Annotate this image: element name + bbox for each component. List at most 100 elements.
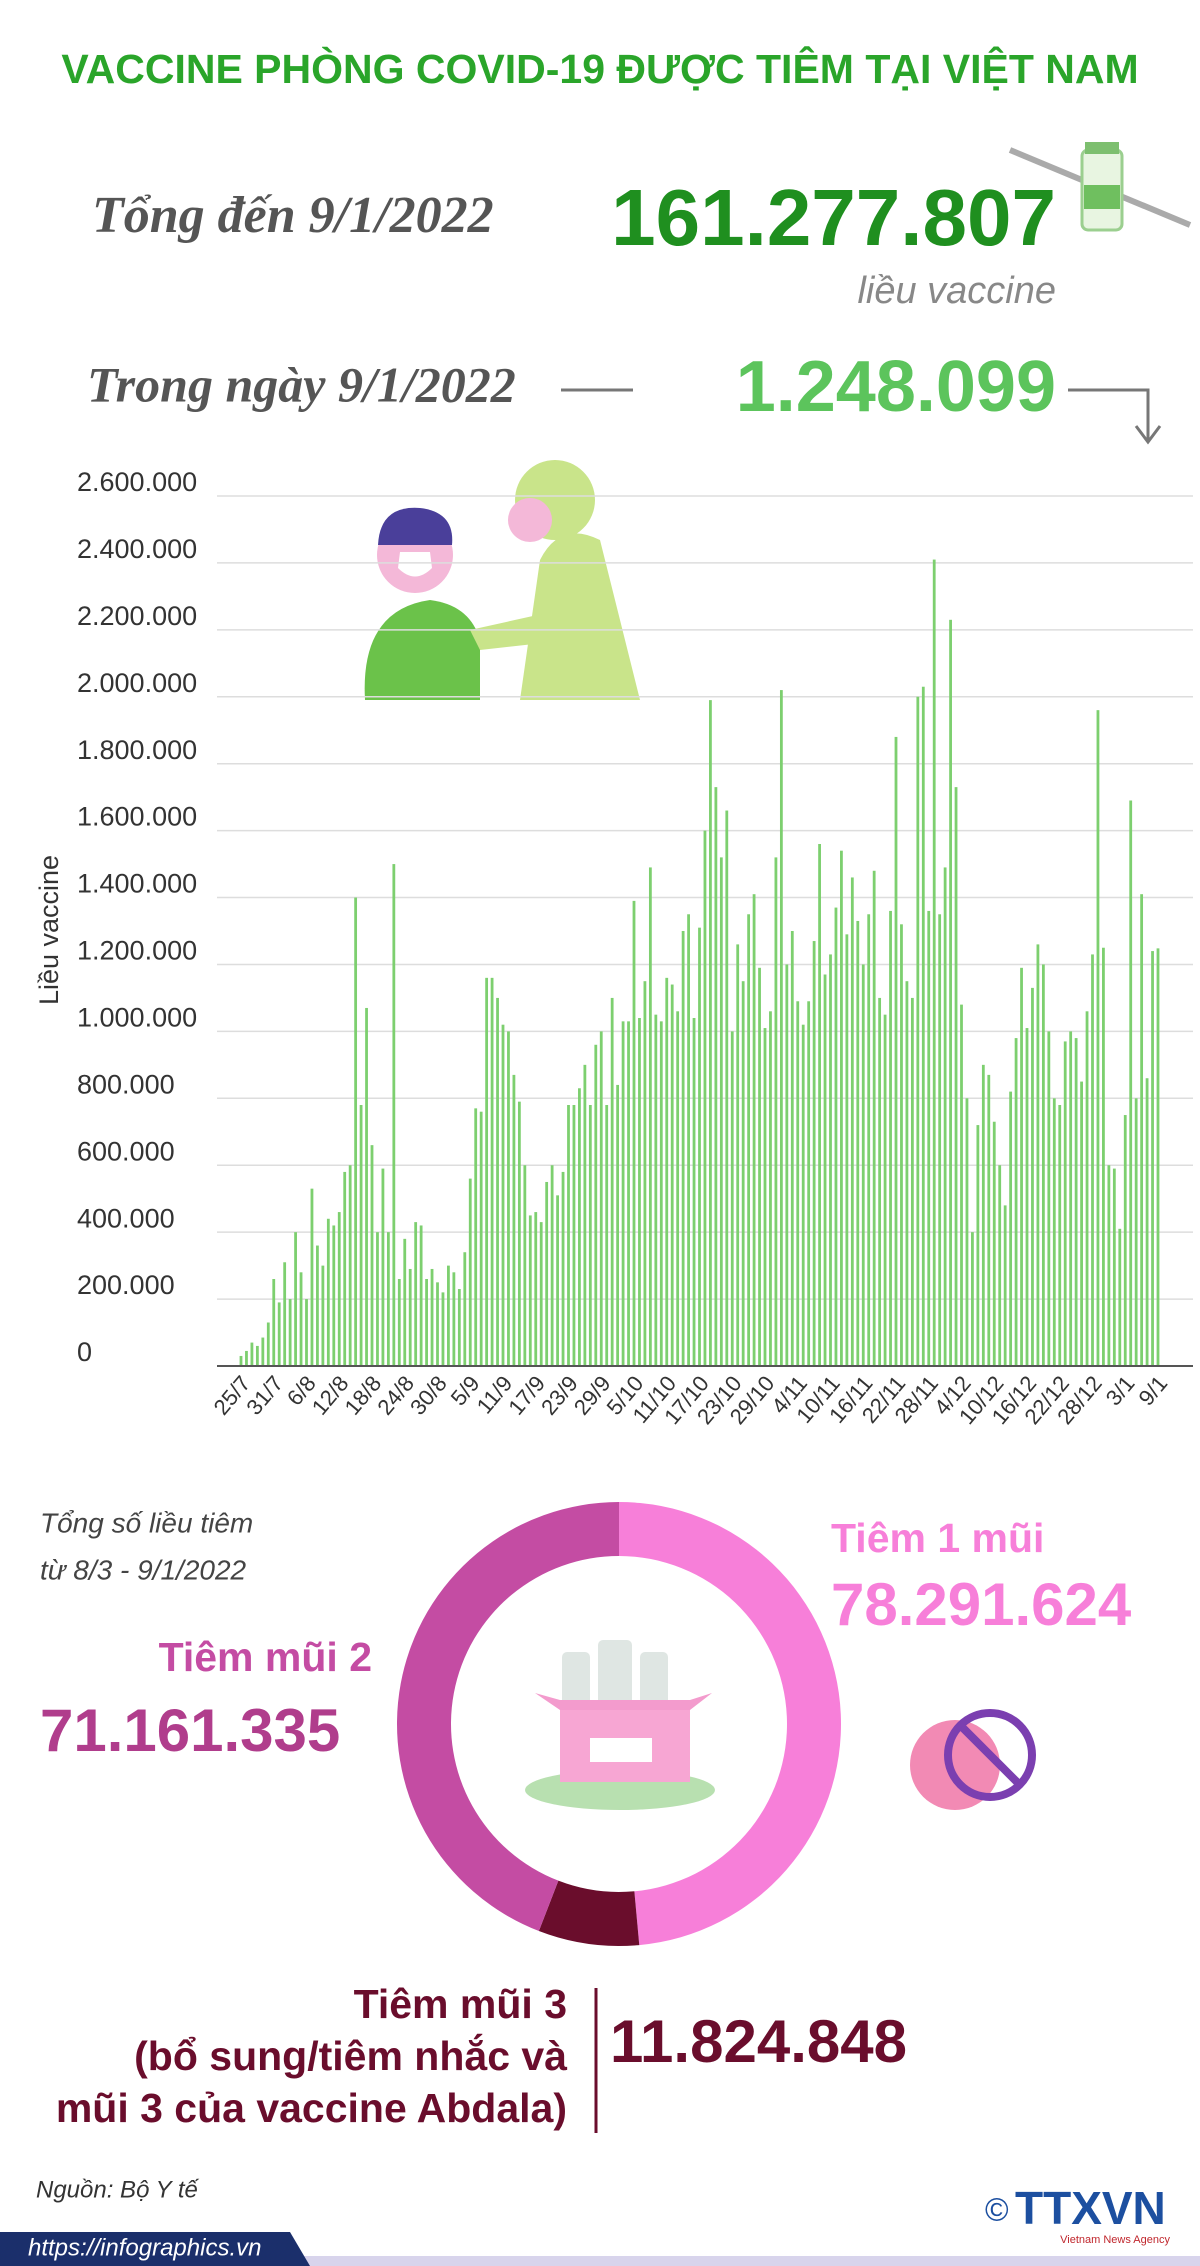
bar [719,857,723,1366]
bar [1156,948,1160,1366]
day-value: 1.248.099 [736,347,1056,427]
bar [414,1222,418,1366]
bar [818,844,821,1366]
bar [1069,1031,1073,1366]
bar [736,944,740,1366]
y-tick-label: 1.400.000 [77,869,197,899]
total-label: Tổng đến 9/1/2022 [92,187,494,244]
bar [305,1299,308,1366]
bar [1145,1078,1149,1366]
url[interactable]: https://infographics.vn [28,2234,261,2261]
bar [386,1232,390,1366]
segment-value: 78.291.624 [831,1571,1132,1638]
bar [452,1272,456,1366]
segment-value: 11.824.848 [610,2008,907,2075]
bar [687,914,690,1366]
pie-chart: Tổng số liều tiêm từ 8/3 - 9/1/2022 Tiêm 1… [40,1502,1132,2133]
source: Nguồn: Bộ Y tế [36,2176,200,2203]
bar [599,1031,603,1366]
bar [288,1299,292,1366]
bar [638,1018,641,1366]
donut-segment [538,1880,640,1946]
bar [981,1064,985,1366]
bar [403,1238,407,1366]
bar [943,867,947,1366]
bar [245,1350,248,1366]
bar [769,1011,772,1366]
bar [1003,1205,1007,1366]
bar [823,974,827,1366]
virus-icon [910,1709,1036,1810]
bar [659,1021,663,1366]
segment-note: mũi 3 của vaccine Abdala) [56,2085,567,2131]
bar [698,927,701,1366]
bar [457,1289,461,1366]
bar [692,1018,696,1366]
bar [561,1171,565,1366]
note: Tổng số liều tiêm [40,1507,253,1538]
bar [556,1195,559,1366]
bar [747,914,751,1366]
bar [1112,1168,1116,1366]
bar [266,1322,270,1366]
bar [670,984,674,1366]
y-tick-label: 200.000 [77,1270,175,1300]
bar [976,1125,980,1366]
bar [507,1031,510,1366]
bar [425,1279,428,1366]
bar [900,924,903,1366]
bar [916,696,920,1366]
bar [1091,954,1094,1366]
bar [1036,944,1040,1366]
bar [654,1014,658,1366]
bar [528,1215,532,1366]
bar [829,954,832,1366]
bar [703,830,707,1366]
bar [321,1265,325,1366]
bar [1020,967,1023,1366]
bar [539,1222,543,1366]
bar [730,1031,734,1366]
bar [834,907,838,1366]
bar [1123,1115,1127,1366]
bar [1014,1038,1018,1366]
y-tick-label: 1.000.000 [77,1003,197,1033]
bar [261,1337,265,1366]
bar [801,1024,805,1366]
bar [1052,1098,1056,1366]
bar [517,1101,521,1366]
y-axis-label: Liều vaccine [34,855,64,1005]
bar [550,1165,554,1366]
bar [332,1225,336,1366]
total-value: 161.277.807 [611,173,1056,262]
bar [496,997,499,1366]
y-tick-label: 1.200.000 [77,936,197,966]
bar [381,1168,385,1366]
y-tick-label: 2.600.000 [77,467,197,497]
bar [954,787,958,1366]
bar [1025,1028,1029,1366]
bar [337,1212,341,1366]
bar [408,1268,412,1366]
bar [316,1245,319,1366]
bar [255,1345,259,1366]
donut-segment [619,1502,841,1946]
bar [567,1105,570,1366]
bar [239,1355,243,1366]
title: VACCINE PHÒNG COVID-19 ĐƯỢC TIÊM TẠI VIỆ… [61,46,1138,92]
bar [294,1232,297,1366]
bar [987,1074,991,1366]
bar [463,1252,467,1366]
bar [921,686,925,1366]
bar [616,1084,620,1366]
footer-bar [0,2232,310,2266]
bar [709,700,712,1366]
bar [665,977,669,1366]
bar [365,1007,368,1366]
bar [725,810,729,1366]
bar [474,1108,478,1366]
arrow [1068,388,1162,445]
bar [359,1105,363,1366]
note: từ 8/3 - 9/1/2022 [40,1554,247,1585]
bar [894,736,898,1366]
